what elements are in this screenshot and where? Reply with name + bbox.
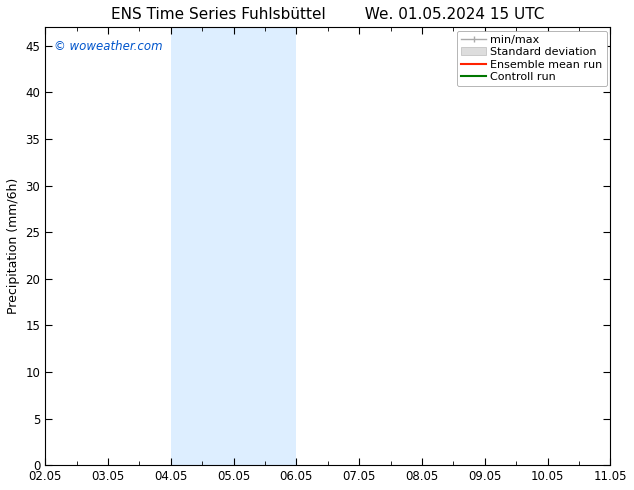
Legend: min/max, Standard deviation, Ensemble mean run, Controll run: min/max, Standard deviation, Ensemble me… [457,30,607,86]
Bar [171,27,296,465]
Text: © woweather.com: © woweather.com [54,40,162,53]
Title: ENS Time Series Fuhlsbüttel        We. 01.05.2024 15 UTC: ENS Time Series Fuhlsbüttel We. 01.05.20… [111,7,545,22]
Bar [611,27,634,465]
Y-axis label: Precipitation (mm/6h): Precipitation (mm/6h) [7,178,20,315]
